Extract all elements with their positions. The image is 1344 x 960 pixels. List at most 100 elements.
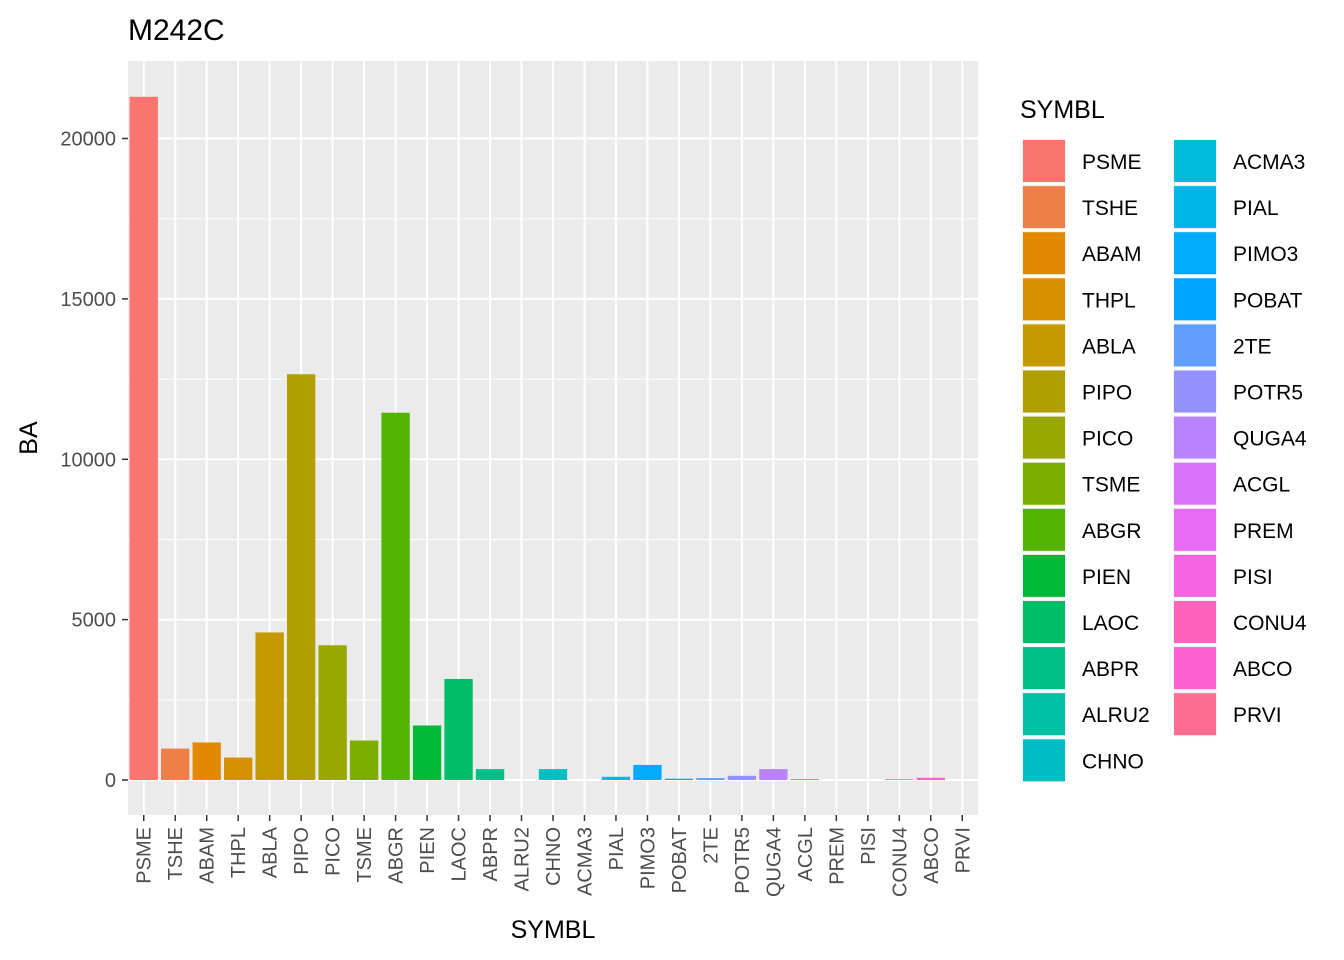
x-tick-label: 2TE — [700, 827, 722, 864]
legend-label: PICO — [1082, 428, 1133, 451]
bar-abco — [916, 777, 945, 780]
bar-pimo3 — [633, 764, 662, 780]
x-tick-label: THPL — [228, 827, 250, 878]
bar-conu4 — [885, 779, 914, 780]
bar-laoc — [444, 678, 473, 780]
legend-label: THPL — [1082, 289, 1136, 312]
x-tick-label: PSME — [134, 827, 156, 884]
legend: PSME TSHE ABAM THPL ABLA PIPO PICO TSME ABGR PIEN… — [1022, 139, 1307, 783]
x-tick-label: PIPO — [291, 827, 313, 875]
legend-swatch-tsme — [1023, 462, 1065, 505]
y-tick-label: 10000 — [60, 449, 116, 471]
legend-swatch-pobat — [1174, 278, 1216, 321]
y-tick-label: 0 — [105, 770, 116, 792]
bar-2te — [696, 778, 725, 780]
legend-label: ACGL — [1233, 474, 1290, 497]
legend-label: 2TE — [1233, 335, 1272, 358]
x-tick-label: ACMA3 — [574, 827, 596, 896]
legend-label: PRVI — [1233, 704, 1282, 727]
legend-swatch-abpr — [1023, 647, 1065, 690]
legend-swatch-alru2 — [1023, 693, 1065, 736]
legend-swatch-prvi — [1174, 693, 1216, 736]
x-axis-title: SYMBL — [511, 916, 596, 944]
legend-label: QUGA4 — [1233, 428, 1307, 451]
legend-label: ABGR — [1082, 520, 1142, 543]
legend-label: PIMO3 — [1233, 243, 1298, 266]
legend-swatch-chno — [1023, 739, 1065, 782]
x-tick-label: ABCO — [921, 827, 943, 884]
legend-swatch-pien — [1023, 554, 1065, 597]
x-tick-label: ABAM — [197, 827, 219, 884]
legend-swatch-prem — [1174, 508, 1216, 551]
bar-acgl — [790, 779, 820, 780]
x-tick-label: ACGL — [795, 827, 817, 881]
legend-label: PISI — [1233, 566, 1273, 589]
legend-label: TSHE — [1082, 197, 1138, 220]
legend-title: SYMBL — [1020, 96, 1105, 124]
legend-label: ABPR — [1082, 658, 1139, 681]
bar-abla — [255, 632, 284, 780]
legend-label: CHNO — [1082, 750, 1144, 773]
legend-label: PREM — [1233, 520, 1294, 543]
bar-tsme — [349, 740, 379, 780]
x-tick-label: CONU4 — [889, 827, 911, 897]
x-tick-label: TSHE — [165, 827, 187, 880]
bar-pipo — [286, 374, 316, 780]
legend-label: CONU4 — [1233, 612, 1307, 635]
legend-swatch-psme — [1023, 140, 1065, 182]
legend-swatch-abla — [1023, 324, 1065, 367]
legend-swatch-abco — [1174, 647, 1216, 690]
x-tick-label: PIEN — [417, 827, 439, 874]
x-tick-label: TSME — [354, 827, 376, 883]
bar-abgr — [381, 412, 410, 780]
legend-label: PSME — [1082, 151, 1142, 174]
y-tick-label: 15000 — [60, 289, 116, 311]
x-tick-label: PIAL — [606, 827, 628, 870]
legend-label: ALRU2 — [1082, 704, 1150, 727]
y-axis-title: BA — [15, 421, 43, 455]
bar-psme — [129, 96, 158, 781]
legend-label: ABLA — [1082, 335, 1136, 358]
x-tick-label: ABLA — [260, 826, 282, 878]
legend-swatch-laoc — [1023, 601, 1065, 643]
legend-swatch-pial — [1174, 186, 1216, 229]
bar-pobat — [664, 778, 694, 780]
x-axis: PSME TSHE ABAM THPL ABLA PIPO PICO TSME ABGR PIEN… — [134, 815, 974, 897]
bar-tshe — [161, 748, 190, 780]
legend-label: LAOC — [1082, 612, 1139, 635]
legend-swatch-acma3 — [1174, 140, 1216, 182]
bar-chno — [538, 769, 568, 780]
chart-title: M242C — [128, 14, 225, 47]
bar-abpr — [475, 769, 505, 780]
legend-swatch-potr5 — [1174, 370, 1216, 413]
x-tick-label: PICO — [323, 827, 345, 876]
x-tick-label: PISI — [858, 827, 880, 865]
legend-swatch-acgl — [1174, 462, 1216, 505]
x-tick-label: QUGA4 — [763, 827, 785, 897]
legend-swatch-pico — [1023, 416, 1065, 459]
legend-label: PIAL — [1233, 197, 1279, 220]
x-tick-label: ABPR — [480, 827, 502, 881]
bar-potr5 — [727, 775, 757, 780]
legend-swatch-abgr — [1023, 508, 1065, 551]
legend-label: POBAT — [1233, 289, 1303, 312]
legend-swatch-abam — [1023, 232, 1065, 275]
bar-pien — [412, 725, 442, 780]
x-tick-label: LAOC — [449, 827, 471, 881]
bar-pico — [318, 645, 347, 780]
legend-swatch-tshe — [1023, 186, 1065, 229]
bar-thpl — [224, 757, 253, 780]
legend-swatch-conu4 — [1174, 601, 1216, 643]
legend-label: ACMA3 — [1233, 151, 1305, 174]
legend-label: POTR5 — [1233, 382, 1303, 405]
x-tick-label: PREM — [826, 827, 848, 885]
x-tick-label: ALRU2 — [512, 827, 534, 891]
bar-quga4 — [759, 769, 788, 780]
bar-pial — [601, 776, 631, 780]
y-tick-label: 5000 — [72, 610, 117, 632]
legend-swatch-2te — [1174, 324, 1216, 367]
legend-label: ABCO — [1233, 658, 1293, 681]
x-tick-label: POTR5 — [732, 827, 754, 894]
legend-swatch-thpl — [1023, 278, 1065, 321]
